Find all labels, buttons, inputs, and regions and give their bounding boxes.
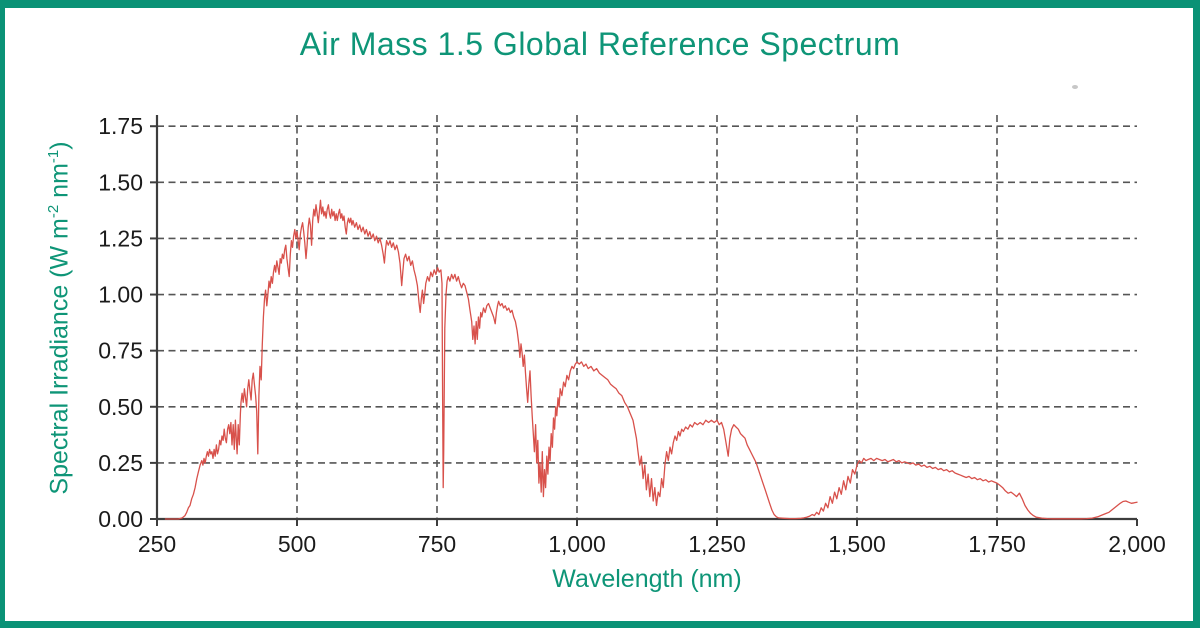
y-tick-label: 0.75 [98,338,143,364]
spectrum-curve [164,199,1138,520]
x-tick-label: 1,000 [548,531,606,557]
y-tick-label: 0.50 [98,394,143,420]
y-tick-label: 1.00 [98,282,143,308]
x-tick-label: 1,250 [688,531,746,557]
y-tick-label: 1.25 [98,225,143,251]
axis-lines [155,115,1137,521]
x-tick-label: 750 [418,531,456,557]
x-tick-label: 250 [138,531,176,557]
x-tick-label: 1,750 [968,531,1026,557]
x-tick-label: 1,500 [828,531,886,557]
x-tick-label: 500 [278,531,316,557]
x-tick-label: 2,000 [1108,531,1166,557]
y-tick-label: 0.00 [98,506,143,532]
y-tick-label: 0.25 [98,450,143,476]
y-tick-label: 1.50 [98,169,143,195]
x-axis-title: Wavelength (nm) [552,565,742,593]
chart-title: Air Mass 1.5 Global Reference Spectrum [299,26,901,62]
stray-dot-artifact [1072,85,1078,89]
y-tick-label: 1.75 [98,113,143,139]
